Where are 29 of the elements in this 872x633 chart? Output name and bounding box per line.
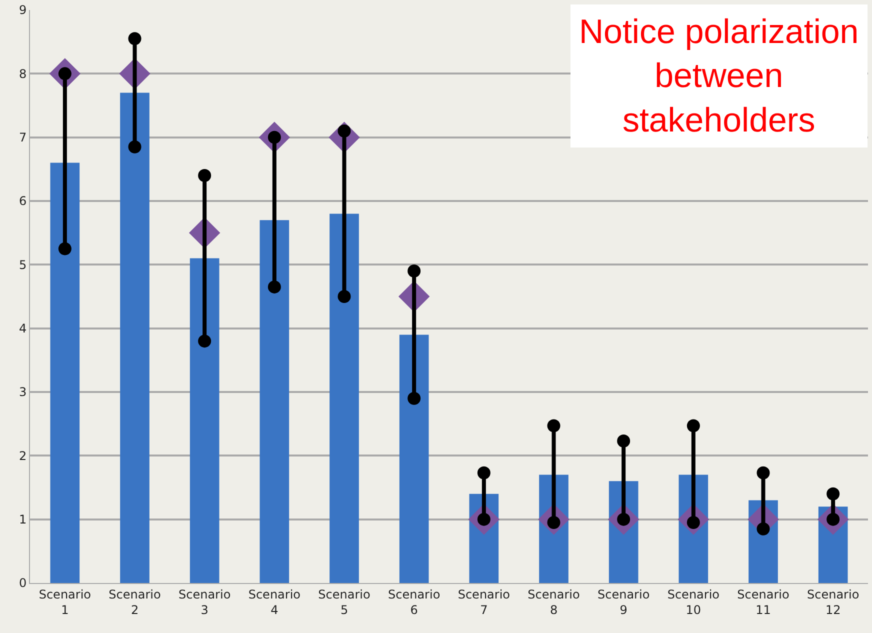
x-tick-label: Scenario 1 (38, 587, 92, 617)
x-tick-label: Scenario 9 (597, 587, 650, 617)
y-tick-label: 9 (18, 3, 27, 18)
bar (399, 334, 429, 583)
bar (50, 162, 80, 583)
y-tick-label: 1 (18, 512, 27, 527)
y-tick-label: 7 (18, 130, 27, 145)
y-tick-label: 6 (18, 194, 27, 208)
y-tick-label: 5 (18, 258, 27, 272)
x-tick-label: Scenario 5 (318, 587, 370, 617)
x-tick-label: Scenario 10 (667, 587, 720, 617)
y-tick-label: 3 (18, 385, 27, 400)
x-tick-label: Scenario 2 (108, 587, 161, 617)
x-tick-label: Scenario 7 (458, 587, 510, 617)
x-tick-label: Scenario 3 (178, 587, 231, 617)
x-tick-label: Scenario 11 (737, 587, 790, 617)
x-tick-label: Scenario 8 (528, 587, 580, 617)
x-tick-label: Scenario 6 (388, 587, 440, 617)
y-tick-label: 0 (18, 576, 27, 590)
bar (260, 220, 290, 583)
bar (190, 258, 220, 583)
y-tick-label: 2 (18, 448, 27, 463)
y-tick-label: 4 (18, 322, 27, 336)
annotation: Notice polarization between stakeholders (579, 13, 859, 140)
bar (120, 92, 150, 583)
y-tick-label: 8 (18, 66, 27, 81)
x-tick-label: Scenario 4 (248, 587, 301, 617)
x-tick-label: Scenario 12 (806, 587, 860, 617)
bar (330, 214, 359, 583)
